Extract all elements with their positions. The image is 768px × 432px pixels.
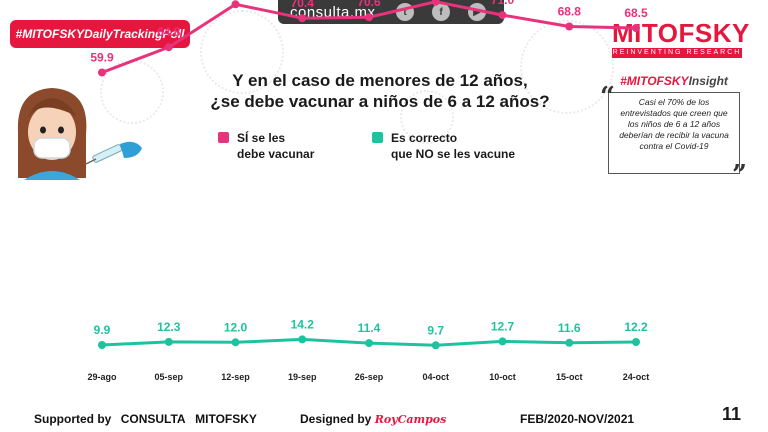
insight-heading: #MITOFSKYInsight (600, 74, 748, 88)
chart-title-line-1: Y en el caso de menores de 12 años, (232, 71, 528, 90)
footer-supported-org: CONSULTA MITOFSKY (120, 412, 257, 426)
facebook-icon[interactable]: f (432, 3, 450, 21)
virus-background-decoration (520, 20, 614, 114)
virus-background-decoration (400, 90, 454, 144)
tracking-poll-hashtag: #MITOFSKYDailyTrackingPoll (10, 20, 190, 48)
insight-panel: #MITOFSKYInsight Casi el 70% de los entr… (600, 74, 748, 190)
data-label-0-8: 68.5 (624, 6, 648, 20)
data-label-0-6: 71.0 (491, 0, 515, 7)
page-number: 11 (722, 404, 742, 424)
insight-text: Casi el 70% de los entrevistados que cre… (608, 92, 740, 174)
data-point-1-7 (565, 338, 574, 347)
legend-label-si: SÍ se les debe vacunar (237, 131, 315, 161)
data-point-0-0 (98, 68, 106, 77)
data-point-0-2 (231, 0, 240, 9)
x-tick-label-1: 05-sep (154, 372, 183, 382)
glove-hand-shape (120, 141, 142, 158)
footer-designed: Designed by RoyCampos (300, 412, 446, 426)
data-label-1-4: 11.4 (358, 321, 381, 335)
data-label-0-3: 70.4 (291, 0, 315, 10)
chart-title: Y en el caso de menores de 12 años, ¿se … (200, 70, 560, 112)
data-label-1-8: 12.2 (624, 320, 648, 334)
data-point-0-6 (498, 11, 507, 20)
data-label-1-6: 12.7 (491, 319, 515, 333)
syringe-needle (85, 158, 97, 165)
x-tick-label-0: 29-ago (87, 372, 117, 382)
data-label-0-1: 64.8 (157, 25, 181, 39)
footer-supported-label: Supported by (34, 412, 112, 426)
footer-period: FEB/2020-NOV/2021 (520, 412, 635, 426)
data-label-1-1: 12.3 (157, 320, 181, 334)
data-label-1-0: 9.9 (94, 323, 111, 337)
data-label-1-7: 11.6 (558, 321, 581, 335)
legend-item-si: SÍ se les debe vacunar (218, 130, 314, 162)
data-point-0-1 (164, 43, 173, 52)
data-point-1-0 (98, 341, 106, 349)
data-label-1-2: 12.0 (224, 320, 248, 334)
x-tick-label-3: 19-sep (288, 372, 317, 382)
series-line-0 (101, 0, 637, 74)
data-label-0-0: 59.9 (90, 51, 114, 65)
insight-hashtag: #MITOFSKY (620, 74, 689, 88)
line-chart: 59.964.873.170.470.673.671.068.868.59.91… (87, 0, 650, 382)
shirt-shape (24, 171, 80, 180)
chart-title-line-2: ¿se debe vacunar a niños de 6 a 12 años? (210, 92, 550, 111)
child-with-mask-illustration (17, 88, 142, 180)
data-label-1-3: 14.2 (291, 317, 315, 331)
data-label-0-4: 70.6 (357, 0, 381, 9)
data-point-0-3 (298, 14, 307, 23)
data-point-1-5 (431, 341, 440, 350)
data-point-0-8 (632, 24, 640, 32)
data-point-1-4 (365, 339, 373, 348)
right-eye (58, 126, 64, 134)
x-tick-label-7: 15-oct (556, 372, 583, 382)
open-quote-icon: “ (600, 82, 615, 112)
legend-item-no: Es correcto que NO se les vacune (372, 130, 515, 162)
face-mask-shape (33, 137, 71, 159)
legend-label-no: Es correcto que NO se les vacune (391, 131, 516, 161)
data-label-0-7: 68.8 (558, 5, 582, 19)
brand-slogan: REINVENTING RESEARCH (612, 48, 742, 58)
data-point-1-2 (231, 338, 240, 347)
footer-supported: Supported by CONSULTA MITOFSKY (34, 412, 257, 426)
youtube-icon[interactable]: ▶ (468, 3, 486, 21)
data-point-0-4 (365, 13, 373, 22)
legend-swatch-no (372, 132, 383, 143)
data-point-1-1 (164, 337, 173, 346)
x-tick-label-5: 04-oct (422, 372, 449, 382)
left-eye (40, 126, 46, 134)
legend-swatch-si (218, 132, 229, 143)
x-tick-label-2: 12-sep (221, 372, 250, 382)
footer-designed-label: Designed by (300, 412, 372, 426)
x-tick-label-8: 24-oct (623, 372, 650, 382)
data-label-1-5: 9.7 (427, 323, 444, 337)
data-point-1-6 (498, 337, 507, 346)
x-tick-label-6: 10-oct (489, 372, 516, 382)
data-point-1-8 (632, 338, 640, 346)
designer-signature: RoyCampos (374, 413, 447, 426)
data-point-0-5 (431, 0, 440, 6)
virus-background-decoration (200, 10, 284, 94)
x-tick-label-4: 26-sep (355, 372, 384, 382)
data-point-0-7 (565, 22, 574, 31)
bangs-shape (28, 98, 76, 118)
data-point-1-3 (298, 335, 307, 344)
close-quote-icon: ” (732, 160, 747, 190)
insight-word: Insight (688, 74, 728, 88)
